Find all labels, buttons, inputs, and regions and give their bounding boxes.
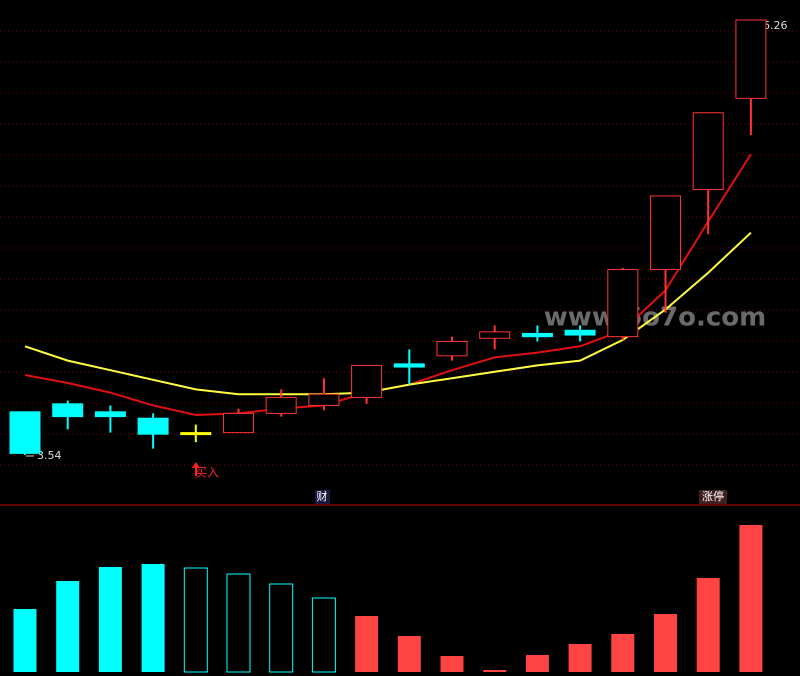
candle-body: [692, 112, 724, 191]
volume-bar: [525, 655, 549, 672]
limit-up-badge: [699, 490, 727, 504]
volume-bar: [611, 634, 635, 672]
volume-bar: [311, 597, 336, 673]
candle-body: [351, 364, 383, 398]
volume-bar: [440, 656, 464, 672]
candle-body: [521, 332, 553, 338]
volume-bar: [739, 525, 763, 672]
candle-body: [393, 363, 425, 368]
volume-bar: [397, 636, 421, 672]
candle-body: [137, 417, 169, 435]
volume-bar: [56, 581, 80, 672]
volume-bar: [226, 573, 251, 673]
candle-body: [265, 396, 297, 414]
volume-bar: [568, 644, 592, 672]
candle-body: [9, 411, 41, 454]
volume-bar: [183, 567, 208, 673]
candle-body: [479, 331, 511, 339]
candle-body: [223, 412, 254, 434]
candle-body: [94, 411, 126, 418]
buy-label: 买入: [195, 466, 219, 480]
volume-bar: [654, 614, 677, 672]
candle-body: [650, 195, 681, 270]
candle-body: [180, 432, 212, 436]
candle-body: [52, 403, 84, 418]
price-grid: [0, 30, 800, 466]
volume-bar: [269, 583, 294, 673]
low-label: 3.54: [37, 449, 62, 462]
candle-body: [564, 329, 596, 336]
limit-up-label: 涨停: [702, 489, 724, 503]
candle-body: [436, 340, 468, 357]
volume-bar: [98, 567, 122, 672]
finance-badge: [315, 490, 330, 504]
candle-body: [607, 268, 639, 338]
finance-label: 财: [317, 489, 328, 503]
candle-body: [735, 19, 767, 99]
volume-bar: [355, 616, 379, 672]
volume-bar: [13, 609, 37, 672]
volume-bar: [141, 564, 165, 672]
buy-arrow: [192, 462, 200, 476]
high-label: 6.26: [763, 19, 788, 32]
volume-bar: [483, 670, 507, 672]
candle-body: [308, 393, 340, 406]
volume-bar: [696, 578, 720, 672]
